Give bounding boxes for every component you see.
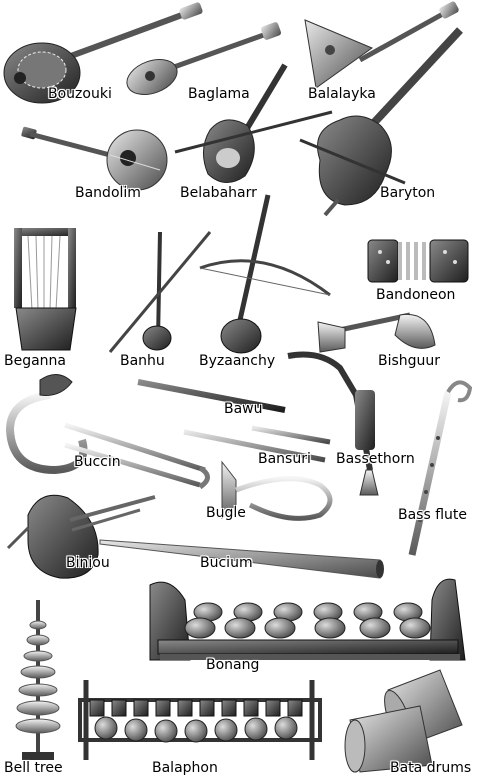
bugle-illustration [221,460,333,521]
byzaanchy-illustration [199,194,331,354]
label-bandoneon: Bandoneon [376,287,456,303]
bouzouki-illustration [3,2,203,104]
label-bata-drums: Bata drums [390,760,472,776]
buccin-illustration [5,374,210,490]
bata-drums-illustration [344,669,463,773]
label-bugle: Bugle [206,505,246,521]
bishguur-illustration [317,312,436,353]
label-byzaanchy: Byzaanchy [199,353,276,369]
label-belabaharr: Belabaharr [180,185,257,201]
bucium-illustration [99,539,384,579]
label-bassethorn: Bassethorn [336,451,415,467]
label-biniou: Biniou [66,555,110,571]
balalayka-illustration [304,1,459,89]
banhu-illustration [108,231,212,353]
beganna-illustration [14,228,77,351]
bass-flute-illustration [408,380,473,556]
label-buccin: Buccin [74,454,121,470]
belabaharr-illustration [174,63,333,183]
label-bawu: Bawu [224,401,263,417]
bawu-illustration [137,379,286,413]
label-bouzouki: Bouzouki [48,86,112,102]
bassethorn-illustration [287,351,379,496]
bell-tree-illustration [15,600,61,760]
balaphon-illustration [78,680,322,760]
label-balaphon: Balaphon [152,760,218,776]
baglama-illustration [126,22,282,95]
bansuri-illustration [183,425,331,463]
label-bell-tree: Bell tree [4,760,63,776]
biniou-illustration [6,494,156,579]
bandoneon-illustration [367,239,469,283]
label-bansuri: Bansuri [258,451,311,467]
label-beganna: Beganna [4,353,67,369]
label-banhu: Banhu [120,353,165,369]
label-bonang: Bonang [206,657,260,673]
label-bishguur: Bishguur [378,353,441,369]
bonang-illustration [149,578,466,661]
baryton-illustration [299,27,463,217]
label-baglama: Baglama [188,86,250,102]
bandolim-illustration [21,126,168,191]
label-balalayka: Balalayka [308,86,376,102]
label-bandolim: Bandolim [75,185,141,201]
label-baryton: Baryton [380,185,436,201]
label-bass-flute: Bass flute [398,507,468,523]
label-bucium: Bucium [200,555,253,571]
